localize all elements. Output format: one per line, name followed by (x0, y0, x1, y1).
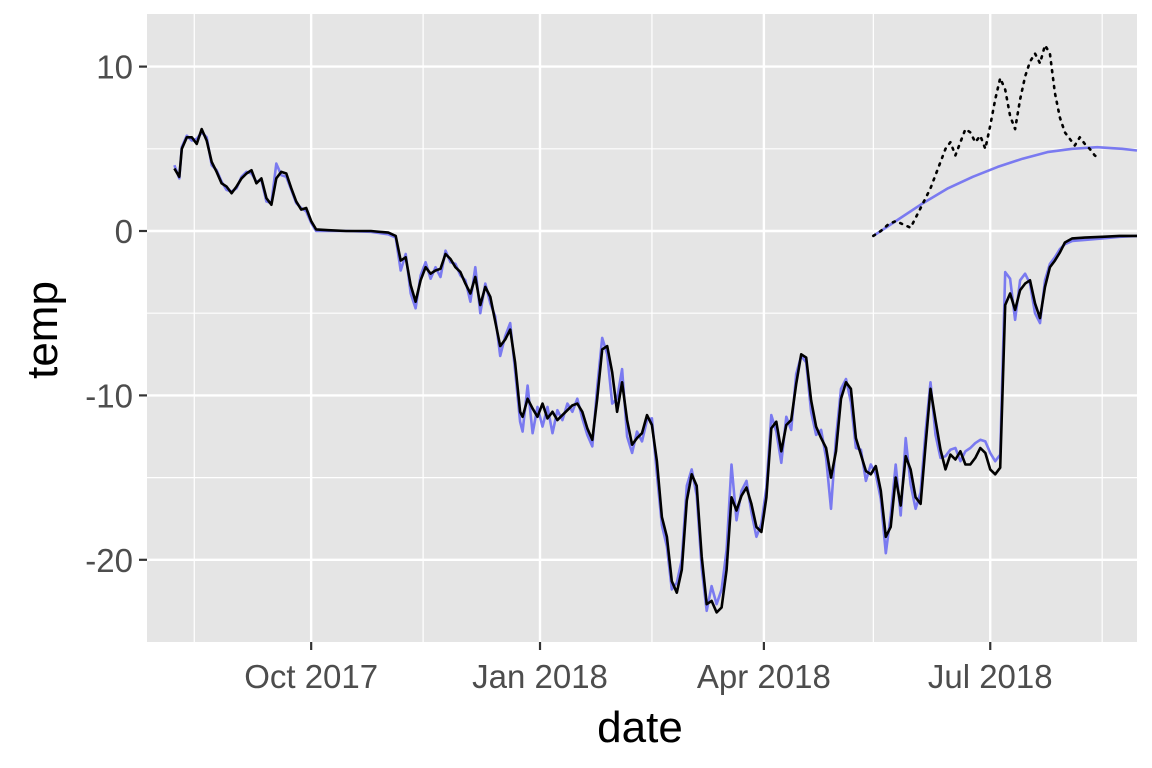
series-line-forecast-observed (871, 43, 1101, 238)
x-tick-label: Apr 2018 (697, 658, 831, 695)
plot-panel (147, 14, 1137, 642)
x-axis-title: date (597, 703, 683, 752)
y-axis: -20 -10 0 10 (85, 49, 147, 579)
x-tick-label: Oct 2017 (244, 658, 378, 695)
x-tick-label: Jan 2018 (472, 658, 608, 695)
y-tick-label: 10 (96, 49, 133, 86)
series-lines (173, 43, 1138, 614)
major-gridlines (147, 14, 1137, 642)
x-axis: Oct 2017 Jan 2018 Apr 2018 Jul 2018 (244, 642, 1053, 695)
y-tick-label: -20 (85, 542, 133, 579)
y-axis-title: temp (18, 281, 67, 379)
y-tick-label: 0 (115, 213, 133, 250)
y-tick-label: -10 (85, 377, 133, 414)
series-line-observed (173, 127, 1137, 614)
series-line-forecast-fitted (872, 145, 1138, 237)
x-tick-label: Jul 2018 (928, 658, 1053, 695)
